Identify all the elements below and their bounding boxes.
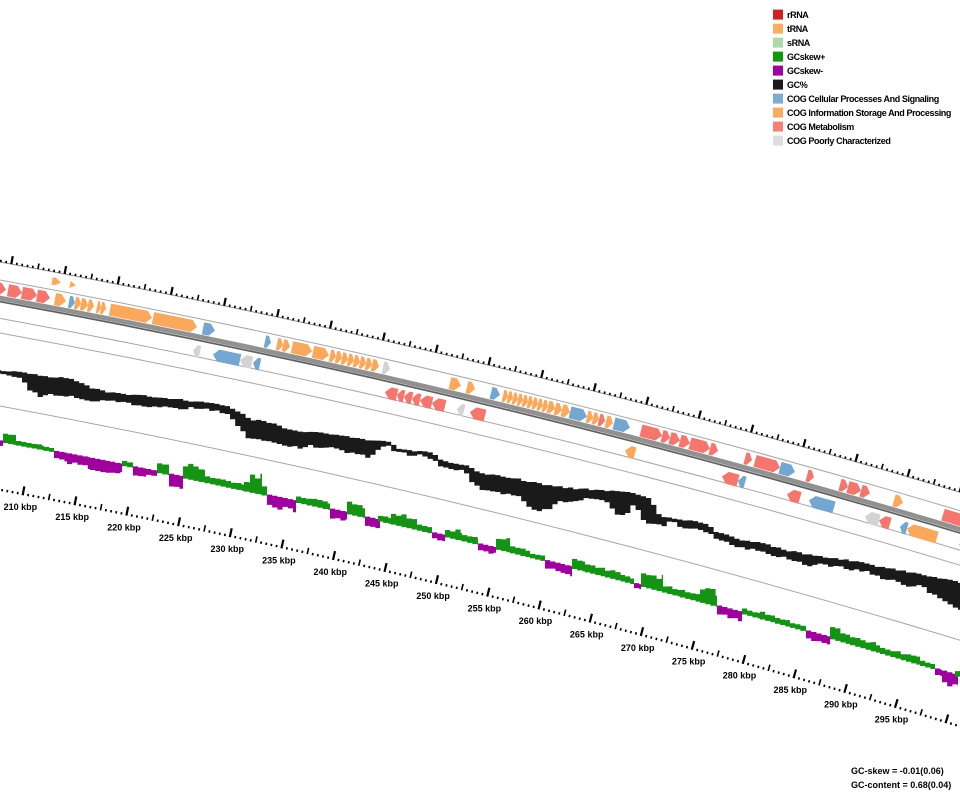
svg-text:GC-skew = -0.01(0.06): GC-skew = -0.01(0.06) <box>851 766 944 776</box>
svg-text:270 kbp: 270 kbp <box>621 643 655 653</box>
svg-text:275 kbp: 275 kbp <box>672 657 706 667</box>
svg-text:265 kbp: 265 kbp <box>570 629 604 639</box>
svg-text:GC-content = 0.68(0.04): GC-content = 0.68(0.04) <box>851 780 951 790</box>
svg-text:215 kbp: 215 kbp <box>55 512 89 522</box>
svg-text:COG Poorly Characterized: COG Poorly Characterized <box>787 136 890 146</box>
svg-text:290 kbp: 290 kbp <box>824 700 858 710</box>
svg-text:240 kbp: 240 kbp <box>314 567 348 577</box>
svg-text:COG Cellular Processes And Sig: COG Cellular Processes And Signaling <box>787 94 939 104</box>
svg-text:COG Metabolism: COG Metabolism <box>787 122 854 132</box>
svg-text:GCskew-: GCskew- <box>787 66 823 76</box>
svg-text:285 kbp: 285 kbp <box>774 685 808 695</box>
svg-text:GCskew+: GCskew+ <box>787 52 825 62</box>
svg-text:250 kbp: 250 kbp <box>416 591 450 601</box>
svg-text:235 kbp: 235 kbp <box>262 555 296 565</box>
svg-text:260 kbp: 260 kbp <box>519 616 553 626</box>
svg-text:225 kbp: 225 kbp <box>159 533 193 543</box>
svg-text:220 kbp: 220 kbp <box>107 523 141 533</box>
svg-text:rRNA: rRNA <box>787 10 809 20</box>
svg-text:255 kbp: 255 kbp <box>468 603 502 613</box>
svg-text:tRNA: tRNA <box>787 24 809 34</box>
svg-text:sRNA: sRNA <box>787 38 811 48</box>
svg-text:210 kbp: 210 kbp <box>4 502 38 512</box>
svg-text:280 kbp: 280 kbp <box>723 671 757 681</box>
svg-text:230 kbp: 230 kbp <box>211 544 245 554</box>
svg-text:COG Information Storage And Pr: COG Information Storage And Processing <box>787 108 951 118</box>
svg-text:245 kbp: 245 kbp <box>365 579 399 589</box>
svg-text:GC%: GC% <box>787 80 808 90</box>
svg-text:295 kbp: 295 kbp <box>875 715 909 725</box>
